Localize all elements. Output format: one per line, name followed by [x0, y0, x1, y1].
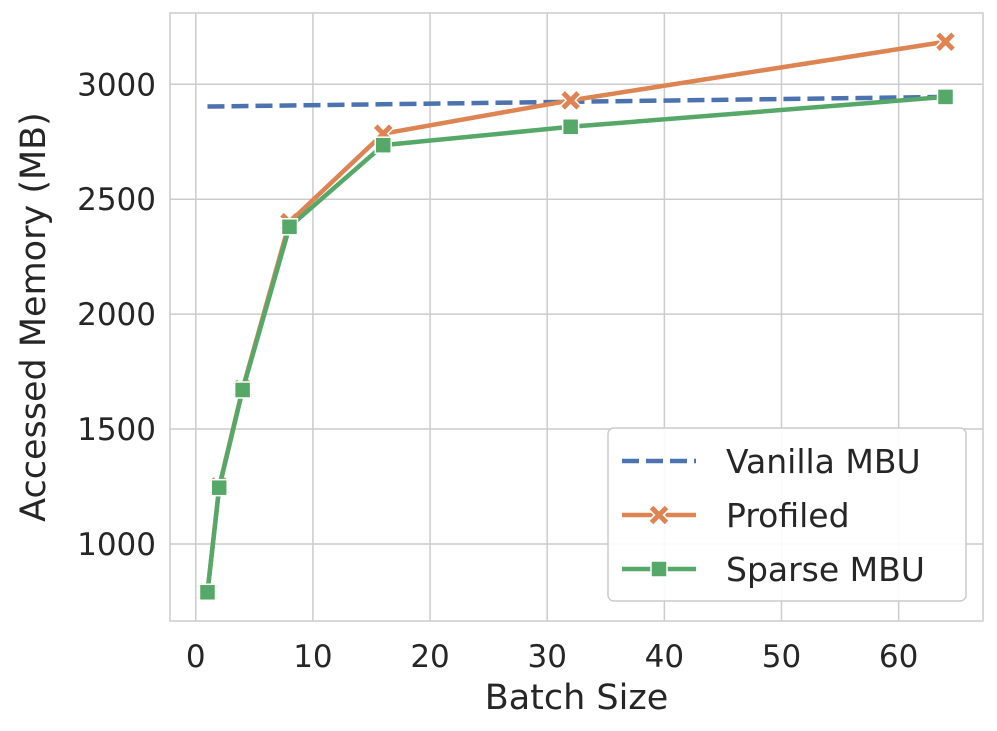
legend-box — [607, 427, 967, 602]
data-point-sparse-mbu — [374, 136, 392, 154]
legend-marker — [648, 504, 670, 526]
data-point-sparse-mbu — [210, 478, 228, 497]
data-point-sparse-mbu — [280, 218, 299, 236]
x-tick-label: 0 — [186, 639, 206, 675]
legend-item-profiled: Profiled — [622, 496, 850, 535]
x-tick-label: 20 — [410, 639, 449, 675]
data-point-profiled — [560, 90, 581, 111]
x-tick-label: 50 — [762, 639, 801, 675]
series-group — [197, 31, 956, 603]
legend-item-sparse-mbu: Sparse MBU — [622, 550, 925, 589]
data-point-sparse-mbu — [198, 583, 217, 602]
legend-item-vanilla-mbu: Vanilla MBU — [622, 442, 921, 481]
legend-label: Profiled — [726, 496, 850, 535]
y-axis-title: Accessed Memory (MB) — [14, 112, 54, 522]
y-tick-label: 2000 — [77, 297, 156, 333]
legend-label: Vanilla MBU — [726, 442, 921, 481]
data-point-sparse-mbu — [561, 118, 580, 136]
x-axis-title: Batch Size — [485, 678, 669, 718]
y-tick-label: 1000 — [77, 527, 156, 563]
series-sparse-mbu — [198, 88, 955, 602]
legend-marker — [650, 560, 668, 578]
y-tick-label: 2500 — [77, 182, 156, 218]
y-tick-label: 1500 — [77, 412, 156, 448]
tick-labels: 0 10 20 30 40 50 60 1000 1500 2000 2500 3000 — [77, 67, 918, 675]
y-tick-label: 3000 — [77, 67, 156, 103]
data-point-sparse-mbu — [936, 88, 955, 106]
x-tick-label: 10 — [293, 639, 332, 675]
x-tick-label: 30 — [527, 639, 566, 675]
x-tick-label: 40 — [645, 639, 684, 675]
legend: Vanilla MBU Profiled Sparse MBU — [607, 427, 967, 602]
data-point-sparse-mbu — [233, 381, 252, 399]
data-point-profiled — [935, 31, 956, 53]
legend-label: Sparse MBU — [726, 550, 925, 589]
x-tick-label: 60 — [879, 639, 918, 675]
